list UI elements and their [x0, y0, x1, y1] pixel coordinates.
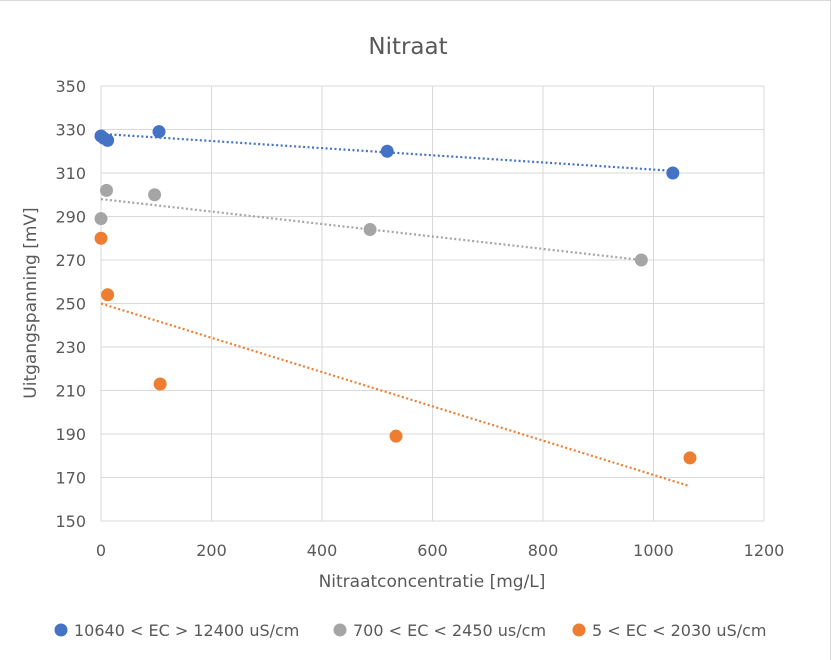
data-point-series-2 — [363, 223, 377, 237]
data-point-series-1 — [666, 166, 680, 180]
y-tick-label: 350 — [55, 77, 86, 96]
y-tick-label: 250 — [55, 295, 86, 314]
data-point-series-3 — [101, 288, 115, 302]
data-point-series-2 — [94, 212, 108, 226]
data-point-series-3 — [94, 231, 108, 245]
y-tick-label: 190 — [55, 425, 86, 444]
x-tick-label: 1000 — [633, 541, 674, 560]
x-tick-label: 600 — [417, 541, 448, 560]
x-axis-ticks: 0 200 400 600 800 1000 1200 — [96, 541, 784, 560]
legend-marker — [333, 623, 347, 637]
y-tick-label: 310 — [55, 164, 86, 183]
x-tick-label: 800 — [528, 541, 559, 560]
x-tick-label: 1200 — [744, 541, 785, 560]
legend-marker — [572, 623, 586, 637]
y-tick-label: 210 — [55, 382, 86, 401]
trendline-series-1 — [100, 132, 673, 172]
y-tick-label: 230 — [55, 338, 86, 357]
legend-label: 10640 < EC > 12400 uS/cm — [74, 621, 299, 640]
data-point-series-1 — [380, 144, 394, 158]
trendline-series-3 — [100, 302, 691, 488]
y-tick-label: 150 — [55, 512, 86, 531]
data-point-series-2 — [634, 253, 648, 267]
gridlines — [100, 85, 765, 522]
y-tick-label: 330 — [55, 121, 86, 140]
y-tick-label: 290 — [55, 208, 86, 227]
legend-marker — [54, 623, 68, 637]
legend-item-2: 700 < EC < 2450 us/cm — [333, 621, 546, 640]
legend-item-1: 10640 < EC > 12400 uS/cm — [54, 621, 299, 640]
y-axis-title: Uitgangspanning [mV] — [21, 207, 41, 398]
x-tick-label: 200 — [196, 541, 227, 560]
data-point-series-2 — [100, 183, 114, 197]
y-axis-ticks: 150 170 190 210 230 250 270 290 310 330 350 — [55, 77, 86, 531]
y-tick-label: 270 — [55, 251, 86, 270]
x-tick-label: 0 — [96, 541, 106, 560]
x-tick-label: 400 — [307, 541, 338, 560]
data-point-series-3 — [153, 377, 167, 391]
chart-title: Nitraat — [368, 34, 447, 60]
legend-label: 5 < EC < 2030 uS/cm — [592, 621, 767, 640]
data-point-series-1 — [152, 125, 166, 139]
y-tick-label: 170 — [55, 469, 86, 488]
legend-item-3: 5 < EC < 2030 uS/cm — [572, 621, 767, 640]
data-points — [94, 125, 697, 465]
x-axis-title: Nitraatconcentratie [mg/L] — [319, 572, 546, 592]
legend: 10640 < EC > 12400 uS/cm 700 < EC < 2450 … — [54, 621, 767, 640]
data-point-series-2 — [148, 188, 162, 202]
legend-label: 700 < EC < 2450 us/cm — [353, 621, 546, 640]
data-point-series-3 — [389, 429, 403, 443]
data-point-series-3 — [683, 451, 697, 465]
data-point-series-1 — [101, 133, 115, 147]
